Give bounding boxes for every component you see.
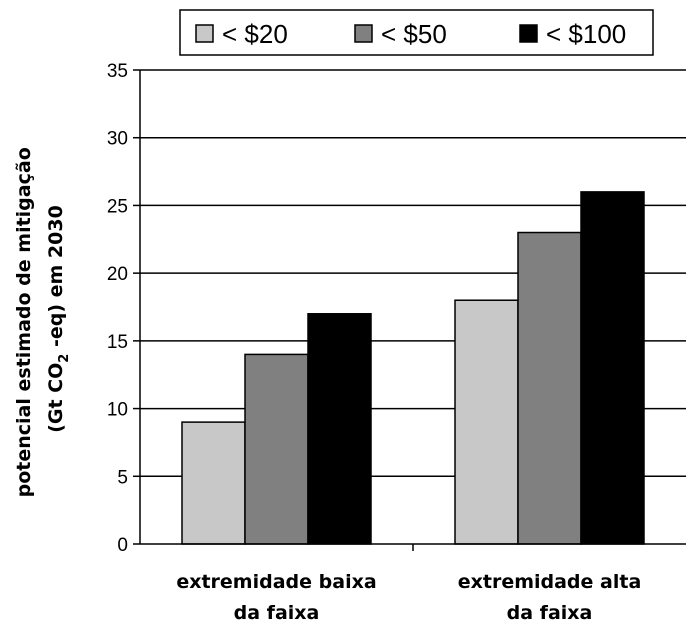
x-category-label: extremidade alta <box>458 571 642 593</box>
legend-box <box>179 9 654 56</box>
bar <box>307 313 372 545</box>
x-category-label: da faixa <box>507 602 593 624</box>
legend-swatch <box>354 24 373 43</box>
legend-swatch <box>195 24 214 43</box>
legend: < $20 < $50 < $100 <box>179 9 654 56</box>
bar <box>580 191 645 545</box>
x-category-label: extremidade baixa <box>176 571 376 593</box>
bar <box>517 231 582 545</box>
y-axis-title-subscript: 2 <box>57 354 72 363</box>
y-tick-label: 35 <box>107 61 128 82</box>
legend-label: < $100 <box>546 19 626 49</box>
y-tick-label: 15 <box>107 332 128 353</box>
legend-swatch <box>519 24 538 43</box>
legend-label: < $50 <box>381 19 447 49</box>
bar <box>181 421 246 545</box>
y-tick-label: 25 <box>107 196 128 217</box>
y-tick-label: 20 <box>107 264 128 285</box>
x-axis-categories: extremidade baixa da faixa extremidade alt… <box>176 544 641 624</box>
gridlines <box>140 69 686 478</box>
y-axis-title-line1: potencial estimado de mitigação <box>13 147 35 497</box>
legend-label: < $20 <box>222 19 288 49</box>
bars <box>181 191 645 545</box>
y-tick-label: 30 <box>107 129 128 150</box>
y-axis-ticks: 0 5 10 15 20 25 30 35 <box>107 61 140 556</box>
y-axis-title: potencial estimado de mitigação (Gt CO2 … <box>13 141 72 498</box>
y-tick-label: 0 <box>117 535 128 556</box>
bar <box>244 353 309 545</box>
y-axis-title-line2: (Gt CO2 -eq) em 2030 <box>45 205 72 433</box>
bar <box>454 299 519 545</box>
x-category-label: da faixa <box>234 602 320 624</box>
y-axis-title-pre: (Gt CO <box>45 363 67 433</box>
y-axis-title-post: -eq) em 2030 <box>45 205 67 353</box>
y-tick-label: 5 <box>117 467 128 488</box>
y-tick-label: 10 <box>107 400 128 421</box>
